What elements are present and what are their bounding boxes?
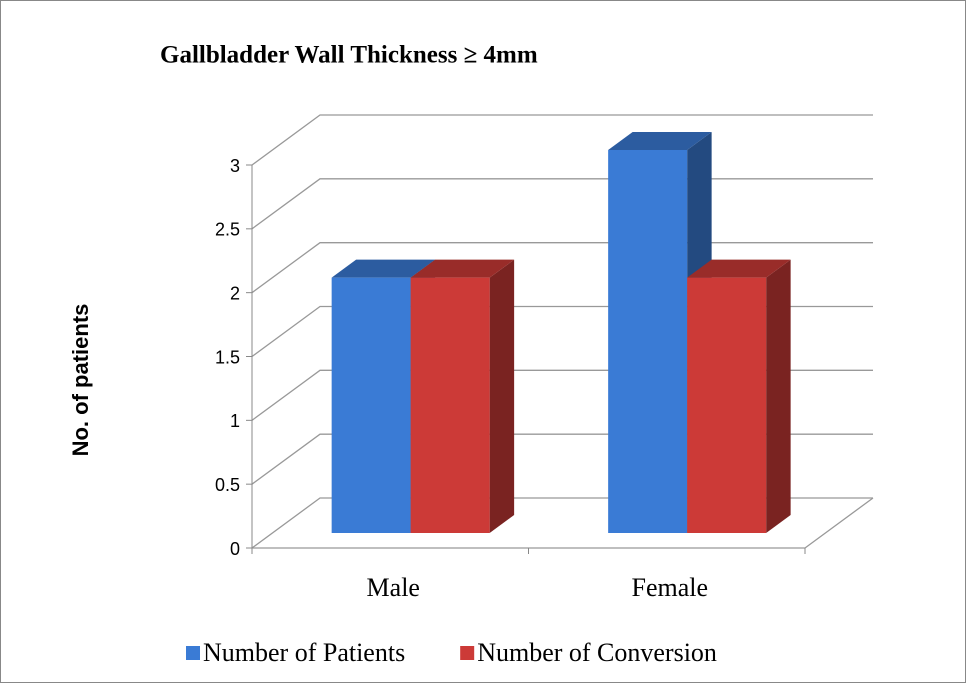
x-tick-label: Female — [631, 573, 708, 602]
bar-front — [608, 150, 688, 533]
x-tick-label: Male — [367, 573, 420, 602]
bar-top — [687, 259, 791, 278]
chart-title: Gallbladder Wall Thickness ≥ 4mm — [160, 42, 538, 69]
bar-side — [766, 259, 791, 533]
y-tick-label: 2 — [230, 283, 240, 303]
y-tick-label: 1 — [230, 411, 240, 431]
bar-top — [410, 259, 515, 278]
legend-label: Number of Conversion — [477, 638, 717, 667]
y-tick-label: 1.5 — [215, 347, 240, 367]
y-tick-label: 0 — [230, 539, 240, 559]
bar — [687, 259, 791, 533]
y-axis-label: No. of patients — [68, 304, 93, 457]
bar — [410, 259, 515, 533]
y-tick-label: 2.5 — [215, 220, 240, 240]
grid-line — [251, 114, 873, 166]
y-tick-label: 0.5 — [215, 475, 240, 495]
legend-label: Number of Patients — [203, 638, 405, 667]
bar-front — [687, 277, 767, 533]
legend-swatch — [186, 646, 200, 660]
bar-front — [410, 277, 490, 533]
bar-top — [331, 259, 436, 278]
legend-swatch — [460, 646, 475, 660]
bar-top — [608, 132, 712, 150]
y-tick-label: 3 — [230, 156, 240, 176]
bar-side — [489, 259, 515, 533]
bar-front — [331, 277, 411, 533]
